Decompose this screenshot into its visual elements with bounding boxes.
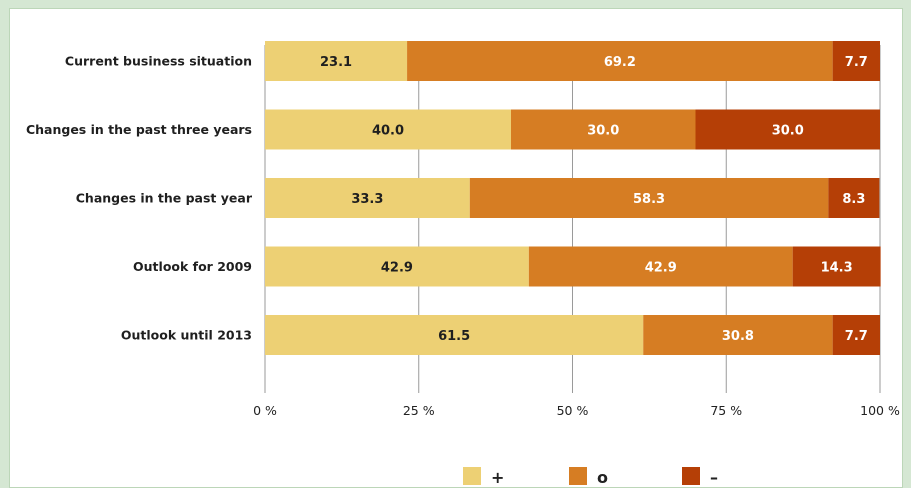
data-label: 7.7 xyxy=(845,329,868,344)
bar-segment xyxy=(528,246,793,287)
data-label: 14.3 xyxy=(821,261,853,276)
bar-segment xyxy=(407,41,833,81)
data-label: 8.3 xyxy=(842,192,865,207)
data-label: 40.0 xyxy=(372,124,404,139)
x-tick-labels: 0 % 25 % 50 % 75 % 100 % xyxy=(253,403,900,418)
bar-segment xyxy=(265,41,408,81)
legend-label: + xyxy=(491,468,504,487)
data-label: 30.0 xyxy=(772,124,804,139)
bar-segment xyxy=(265,315,644,355)
data-label: 58.3 xyxy=(633,192,665,207)
bar-segment xyxy=(265,246,529,287)
bar-segment xyxy=(832,41,880,81)
data-label: 30.0 xyxy=(587,124,619,139)
x-tick-label: 100 % xyxy=(860,403,900,418)
bar-segment xyxy=(265,109,511,150)
category-label: Outlook for 2009 xyxy=(133,259,252,274)
legend-label: o xyxy=(597,468,608,487)
bar-segment xyxy=(792,246,881,287)
data-label: 30.8 xyxy=(722,329,754,344)
data-label: 7.7 xyxy=(845,55,868,70)
bar-segment xyxy=(832,315,880,355)
category-label: Outlook until 2013 xyxy=(121,328,252,343)
bar-segment xyxy=(469,178,829,218)
data-label: 42.9 xyxy=(645,261,677,276)
x-tick-label: 25 % xyxy=(403,403,435,418)
legend-label: – xyxy=(710,468,718,487)
bar-segment xyxy=(643,315,833,355)
data-label: 69.2 xyxy=(604,55,636,70)
category-label: Current business situation xyxy=(65,54,252,69)
bar-segment xyxy=(511,109,696,150)
category-label: Changes in the past year xyxy=(76,191,253,206)
data-label: 42.9 xyxy=(381,261,413,276)
bar-segment xyxy=(265,178,470,218)
bar-segment xyxy=(828,178,880,218)
data-label: 33.3 xyxy=(351,192,383,207)
x-tick-label: 50 % xyxy=(557,403,589,418)
legend: + o – xyxy=(463,467,718,487)
bar-segment xyxy=(695,109,880,150)
legend-swatch xyxy=(463,467,481,485)
x-tick-label: 0 % xyxy=(253,403,277,418)
bars: 23.1 69.2 7.7 40.0 30.0 30.0 33.3 58.3 8.3 42.9 42… xyxy=(265,41,881,355)
category-labels: Current business situation Changes in the… xyxy=(26,54,253,343)
legend-swatch xyxy=(682,467,700,485)
category-label: Changes in the past three years xyxy=(26,122,252,137)
data-label: 23.1 xyxy=(320,55,352,70)
x-tick-label: 75 % xyxy=(710,403,742,418)
chart-panel: 23.1 69.2 7.7 40.0 30.0 30.0 33.3 58.3 8.3 42.9 42… xyxy=(9,8,903,488)
legend-swatch xyxy=(569,467,587,485)
data-label: 61.5 xyxy=(438,329,470,344)
